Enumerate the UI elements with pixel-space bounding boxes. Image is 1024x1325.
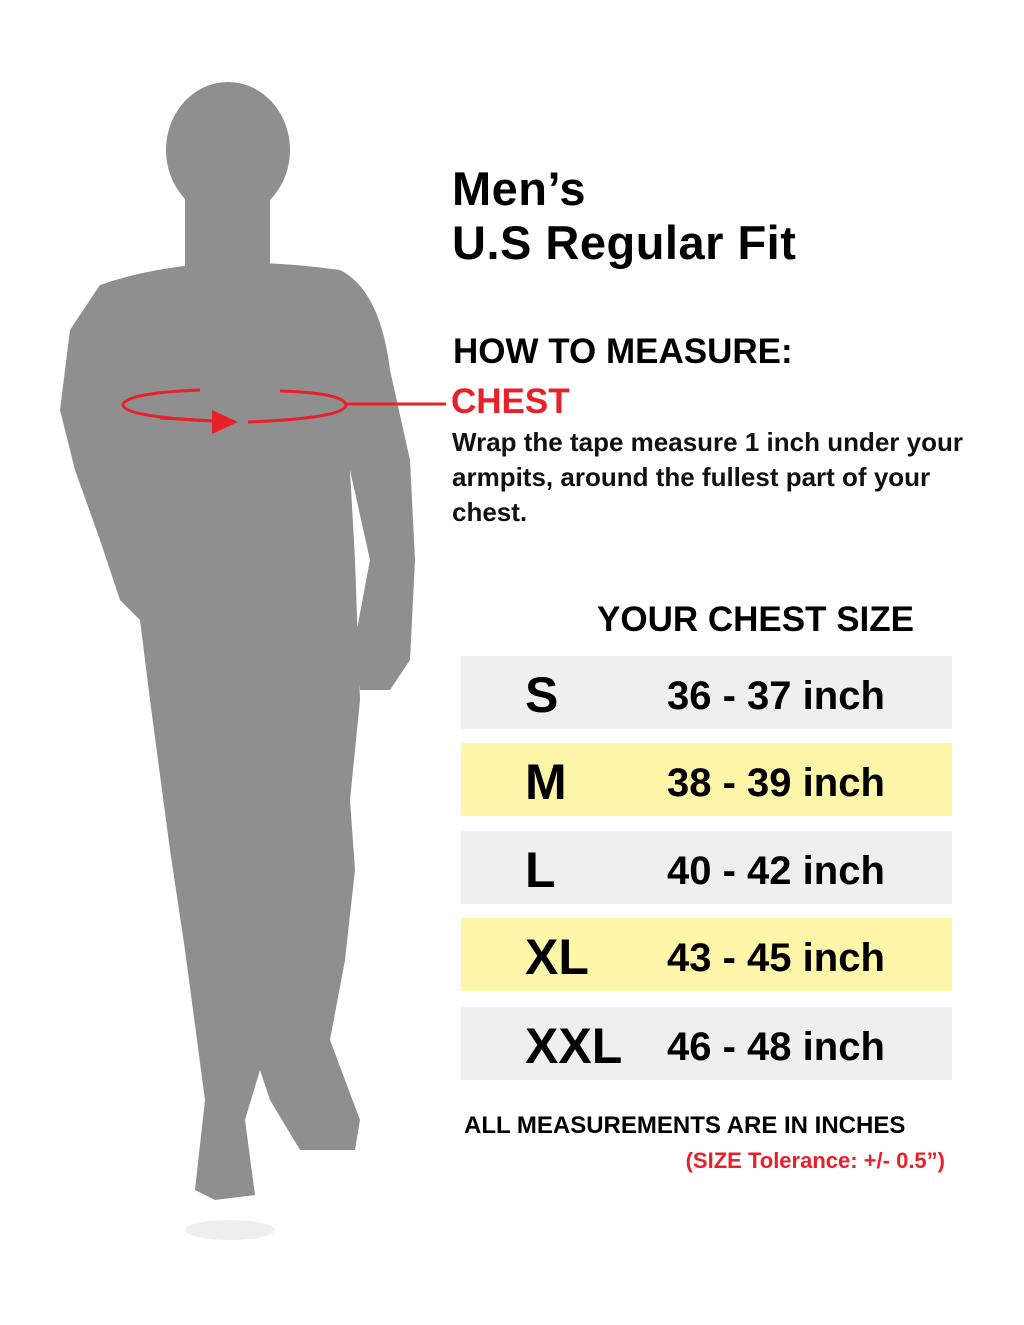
size-range: 36 - 37 inch (667, 674, 885, 718)
size-label: S (525, 667, 559, 723)
chest-label: CHEST (451, 382, 570, 421)
size-range: 46 - 48 inch (667, 1025, 885, 1069)
size-label: XL (525, 929, 589, 985)
page-title: Men’s U.S Regular Fit (452, 162, 796, 270)
size-range: 40 - 42 inch (667, 849, 885, 893)
how-to-measure-heading: HOW TO MEASURE: (453, 332, 793, 371)
man-silhouette-figure (60, 82, 446, 1240)
size-label: M (525, 754, 567, 810)
table-row: XXL 46 - 48 inch (461, 1007, 952, 1080)
title-line-1: Men’s (452, 162, 586, 215)
measurement-note: ALL MEASUREMENTS ARE IN INCHES (464, 1112, 906, 1139)
title-line-2: U.S Regular Fit (452, 216, 797, 269)
size-label: L (525, 842, 556, 898)
table-row: XL 43 - 45 inch (461, 918, 952, 991)
tape-measure-icon (121, 388, 446, 434)
size-tolerance: (SIZE Tolerance: +/- 0.5”) (685, 1148, 945, 1173)
size-range: 38 - 39 inch (667, 761, 885, 805)
size-range: 43 - 45 inch (667, 936, 885, 980)
silhouette-icon (60, 82, 415, 1200)
table-row: L 40 - 42 inch (461, 831, 952, 904)
size-table-heading: YOUR CHEST SIZE (597, 600, 914, 639)
table-row: M 38 - 39 inch (461, 743, 952, 816)
measure-description: Wrap the tape measure 1 inch under your … (452, 427, 963, 527)
table-row: S 36 - 37 inch (461, 656, 952, 729)
size-label: XXL (525, 1018, 623, 1074)
